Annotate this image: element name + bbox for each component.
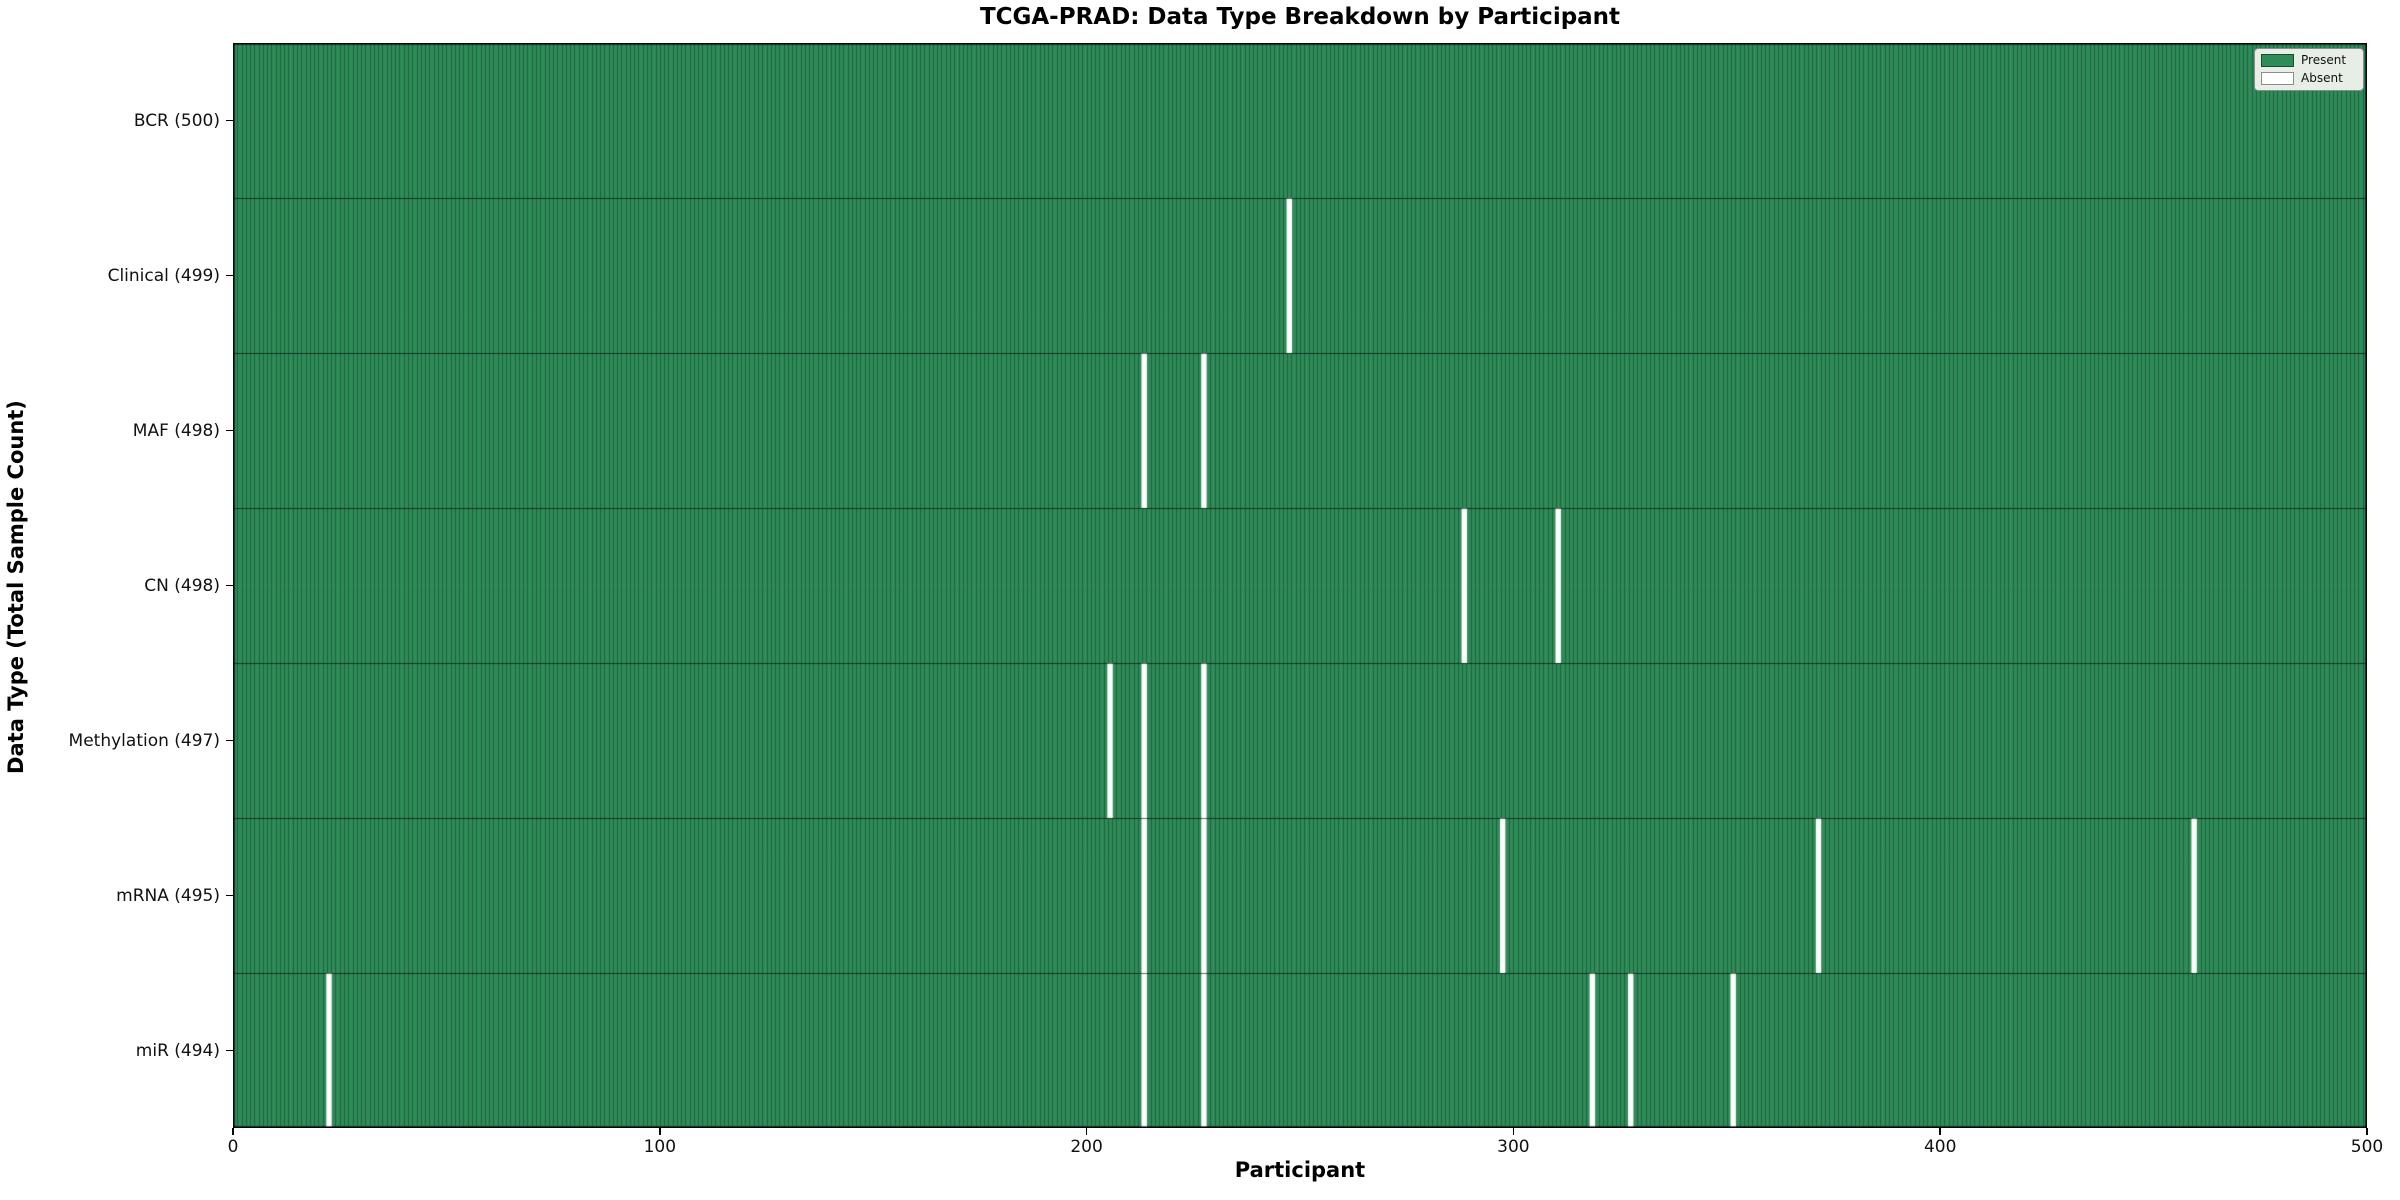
y-tick-label-Clinical: Clinical (499) xyxy=(107,265,220,286)
y-tick-mark xyxy=(226,894,233,897)
y-axis-label: Data Type (Total Sample Count) xyxy=(4,400,28,774)
y-tick-mark xyxy=(226,119,233,122)
y-tick-mark xyxy=(226,584,233,587)
y-tick-label-BCR: BCR (500) xyxy=(133,110,220,131)
legend-label-present: Present xyxy=(2301,53,2347,67)
x-tick-mark xyxy=(1512,1128,1515,1135)
legend-label-absent: Absent xyxy=(2301,71,2343,85)
x-tick-mark xyxy=(1939,1128,1941,1135)
x-tick-label-100: 100 xyxy=(643,1137,677,1157)
y-tick-label-MAF: MAF (498) xyxy=(132,420,220,441)
y-tick-label-Methylation: Methylation (497) xyxy=(68,730,220,751)
x-tick-mark xyxy=(2366,1128,2368,1135)
x-tick-label-500: 500 xyxy=(2350,1137,2384,1157)
heatmap-plot-canvas xyxy=(233,43,2367,1128)
legend: Present Absent xyxy=(2254,48,2364,91)
y-tick-label-mRNA: mRNA (495) xyxy=(116,885,220,906)
x-axis-label: Participant xyxy=(1234,1158,1366,1182)
legend-entry-present: Present xyxy=(2261,54,2356,67)
y-tick-label-CN: CN (498) xyxy=(144,575,220,596)
legend-entry-absent: Absent xyxy=(2261,72,2356,85)
absent-swatch-icon xyxy=(2261,72,2294,85)
x-tick-label-0: 0 xyxy=(227,1137,239,1157)
x-tick-label-300: 300 xyxy=(1497,1137,1530,1157)
chart-title: TCGA-PRAD: Data Type Breakdown by Partic… xyxy=(979,4,1621,30)
y-tick-mark xyxy=(226,1049,233,1052)
x-tick-mark xyxy=(1085,1128,1088,1135)
x-tick-label-400: 400 xyxy=(1923,1137,1957,1157)
present-swatch-icon xyxy=(2261,54,2294,67)
x-tick-mark xyxy=(232,1128,234,1135)
y-tick-mark xyxy=(226,739,233,742)
y-tick-mark xyxy=(226,429,233,432)
y-tick-label-miR: miR (494) xyxy=(135,1040,220,1061)
y-tick-mark xyxy=(226,274,233,277)
x-tick-mark xyxy=(659,1128,661,1135)
x-tick-label-200: 200 xyxy=(1070,1137,1103,1157)
